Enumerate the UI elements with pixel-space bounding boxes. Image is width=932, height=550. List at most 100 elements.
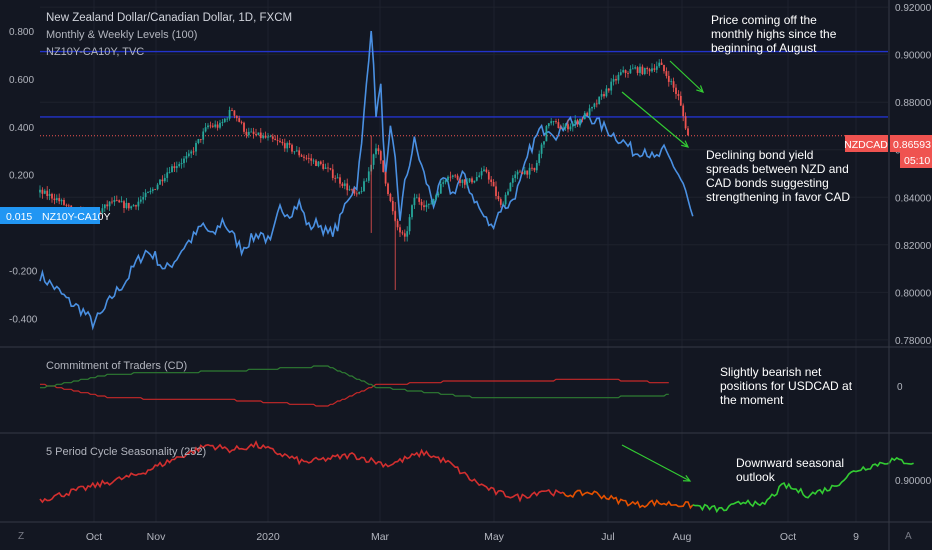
candle[interactable] xyxy=(603,91,605,99)
candle[interactable] xyxy=(631,64,634,70)
candle[interactable] xyxy=(667,70,670,87)
candle[interactable] xyxy=(643,67,646,76)
candle[interactable] xyxy=(588,104,591,120)
candle[interactable] xyxy=(216,121,219,131)
candle[interactable] xyxy=(471,176,473,185)
candle[interactable] xyxy=(183,155,185,168)
candle[interactable] xyxy=(610,78,613,95)
candle[interactable] xyxy=(418,193,421,205)
candle[interactable] xyxy=(660,58,663,65)
candle[interactable] xyxy=(360,186,363,194)
candle[interactable] xyxy=(192,147,195,155)
candle[interactable] xyxy=(195,140,197,156)
candle[interactable] xyxy=(115,195,118,202)
candle[interactable] xyxy=(327,162,329,173)
candle[interactable] xyxy=(504,192,507,207)
candle[interactable] xyxy=(480,167,483,180)
candle[interactable] xyxy=(168,167,171,174)
candle[interactable] xyxy=(151,187,154,194)
candle[interactable] xyxy=(461,179,464,188)
candle[interactable] xyxy=(199,138,202,143)
candle[interactable] xyxy=(207,123,209,130)
candle[interactable] xyxy=(310,154,313,166)
candle[interactable] xyxy=(53,193,56,205)
candle[interactable] xyxy=(324,163,327,170)
candle[interactable] xyxy=(413,193,416,210)
candle[interactable] xyxy=(670,78,673,85)
candle[interactable] xyxy=(387,182,389,196)
candle[interactable] xyxy=(492,179,495,187)
candle[interactable] xyxy=(545,125,548,142)
candle[interactable] xyxy=(214,120,217,129)
candle[interactable] xyxy=(111,197,113,205)
candle[interactable] xyxy=(233,110,236,119)
candle[interactable] xyxy=(305,154,308,161)
price-arrow-shaft[interactable] xyxy=(669,60,704,93)
candle[interactable] xyxy=(367,167,370,184)
candle[interactable] xyxy=(639,63,641,77)
candle[interactable] xyxy=(130,205,133,211)
candle[interactable] xyxy=(511,175,514,188)
candle[interactable] xyxy=(341,182,344,189)
candle[interactable] xyxy=(415,194,418,199)
candle[interactable] xyxy=(672,77,675,93)
candle[interactable] xyxy=(319,160,322,166)
candle[interactable] xyxy=(372,153,375,170)
candle[interactable] xyxy=(571,121,574,132)
candle[interactable] xyxy=(113,195,116,206)
candle[interactable] xyxy=(665,67,668,79)
candle[interactable] xyxy=(507,188,509,196)
candle[interactable] xyxy=(228,106,231,121)
candle[interactable] xyxy=(509,182,512,192)
candle[interactable] xyxy=(646,66,649,75)
candle[interactable] xyxy=(463,178,466,189)
candle[interactable] xyxy=(564,122,567,132)
candle[interactable] xyxy=(605,85,608,98)
candle[interactable] xyxy=(291,143,293,154)
yield-arrow-shaft[interactable] xyxy=(621,91,689,148)
candle[interactable] xyxy=(363,178,365,192)
candle[interactable] xyxy=(178,161,181,168)
candle[interactable] xyxy=(391,196,394,215)
candle[interactable] xyxy=(245,128,248,139)
candle[interactable] xyxy=(634,65,637,70)
candle[interactable] xyxy=(101,203,104,214)
candle[interactable] xyxy=(550,117,553,126)
candle[interactable] xyxy=(375,143,377,159)
candle[interactable] xyxy=(190,149,193,159)
candle[interactable] xyxy=(353,187,356,196)
candle[interactable] xyxy=(495,181,497,200)
study-levels-label[interactable]: Monthly & Weekly Levels (100) xyxy=(46,29,197,41)
candle[interactable] xyxy=(593,102,596,110)
candle[interactable] xyxy=(279,137,281,144)
candle[interactable] xyxy=(283,138,286,152)
candle[interactable] xyxy=(636,66,639,76)
candle[interactable] xyxy=(502,201,505,206)
candle[interactable] xyxy=(288,140,291,149)
candle[interactable] xyxy=(547,123,550,129)
candle[interactable] xyxy=(567,119,569,133)
candle[interactable] xyxy=(478,172,481,178)
candle[interactable] xyxy=(514,171,517,182)
candle[interactable] xyxy=(399,224,401,237)
candle[interactable] xyxy=(187,149,190,158)
candle[interactable] xyxy=(432,198,435,206)
candle[interactable] xyxy=(403,229,406,242)
candle[interactable] xyxy=(358,191,361,195)
candle[interactable] xyxy=(579,118,581,128)
candle[interactable] xyxy=(209,121,212,129)
candle[interactable] xyxy=(303,154,305,162)
candle[interactable] xyxy=(132,203,135,207)
candle[interactable] xyxy=(663,64,665,74)
candle[interactable] xyxy=(473,180,476,184)
candle[interactable] xyxy=(144,189,147,201)
candle[interactable] xyxy=(591,106,593,112)
candle[interactable] xyxy=(427,203,430,209)
candle[interactable] xyxy=(456,173,459,181)
candle[interactable] xyxy=(156,182,159,191)
candle[interactable] xyxy=(581,116,584,123)
candle[interactable] xyxy=(523,167,526,176)
candle[interactable] xyxy=(312,158,315,164)
candle[interactable] xyxy=(219,119,221,130)
candle[interactable] xyxy=(295,146,298,152)
